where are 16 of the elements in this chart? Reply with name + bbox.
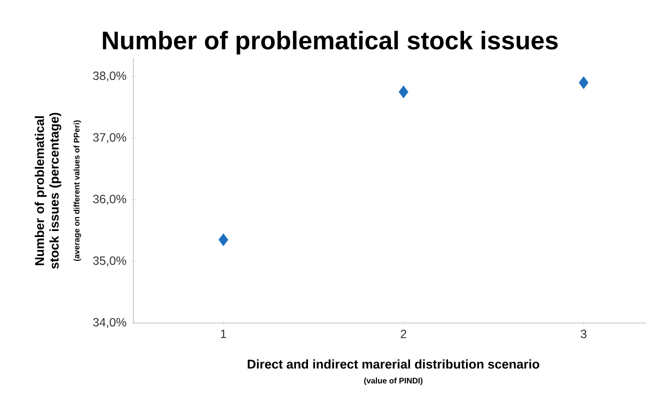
x-tick-label: 1 <box>220 330 226 338</box>
x-axis-title: Direct and indirect marerial distribution scenario <box>248 359 540 369</box>
y-tick-label: 35,0% <box>93 256 126 266</box>
text: (average on different values of PPeri) <box>74 120 82 261</box>
chart-title: Number of problematical stock issues <box>102 30 558 54</box>
y-tick-label: 36,0% <box>93 194 126 205</box>
y-tick-label: 38,0% <box>93 72 126 82</box>
x-tick-label: 3 <box>580 330 586 338</box>
point <box>218 234 228 246</box>
point <box>578 76 588 89</box>
point <box>398 86 408 98</box>
x-tick-label: 2 <box>400 330 406 338</box>
y-tick-label: 34,0% <box>93 318 126 328</box>
y-axis-title: Number of problematical stock issues (percentage) <box>34 112 62 269</box>
text: (value of PINDI) <box>364 378 422 386</box>
y-tick-label: 37,0% <box>93 133 126 144</box>
